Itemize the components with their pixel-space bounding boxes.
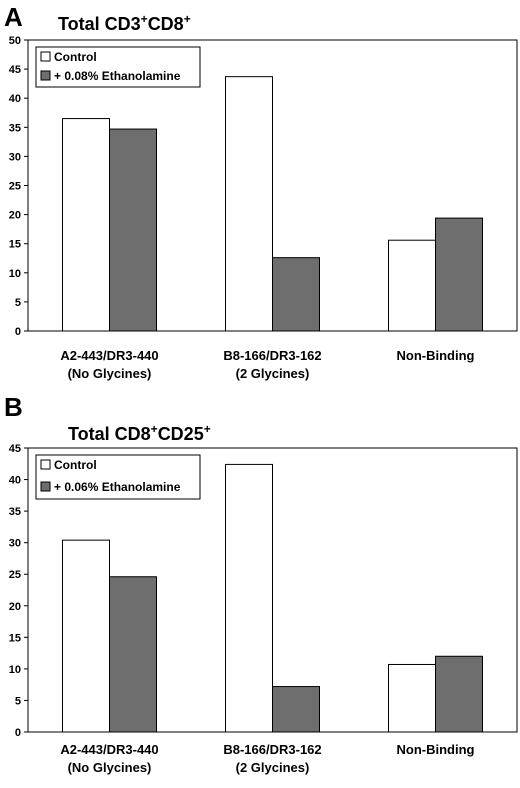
y-tick-label: 45 — [9, 64, 21, 76]
panel-letter-a: A — [4, 2, 23, 32]
bar-ethanolamine — [435, 217, 483, 332]
bars-a — [62, 76, 483, 332]
y-tick-label: 20 — [9, 601, 21, 613]
y-tick-label: 10 — [9, 268, 21, 280]
y-tick-label: 0 — [15, 326, 21, 338]
legend-swatch-ethanolamine-b — [40, 481, 51, 492]
category-label: Non-Binding — [397, 348, 475, 363]
bar-control — [225, 463, 273, 733]
category-labels-b: A2-443/DR3-440 (No Glycines) B8-166/DR3-16… — [60, 742, 474, 775]
y-axis-a: 0 5 10 15 20 25 30 35 40 45 50 — [9, 35, 28, 338]
legend-box-a — [35, 46, 201, 88]
bars-b — [62, 463, 483, 733]
y-tick-label: 15 — [9, 239, 21, 251]
y-tick-label: 50 — [9, 35, 21, 47]
y-tick-label: 35 — [9, 506, 21, 518]
y-tick-label: 5 — [15, 695, 21, 707]
bar-ethanolamine — [272, 686, 320, 733]
y-tick-label: 40 — [9, 93, 21, 105]
category-label: B8-166/DR3-162 — [223, 348, 321, 363]
y-tick-label: 40 — [9, 475, 21, 487]
bar-ethanolamine — [435, 655, 483, 733]
y-axis-b: 0 5 10 15 20 25 30 35 40 45 — [9, 443, 28, 739]
y-tick-label: 25 — [9, 569, 21, 581]
bar-control — [388, 663, 436, 733]
legend-label-control-a: Control — [54, 50, 97, 64]
legend-swatch-control-b — [40, 459, 51, 470]
category-sublabel: (2 Glycines) — [236, 366, 310, 381]
legend-label-ethanolamine-a: + 0.08% Ethanolamine — [54, 69, 181, 83]
y-tick-label: 25 — [9, 181, 21, 193]
y-tick-label: 30 — [9, 151, 21, 163]
legend-swatch-control-a — [40, 51, 51, 62]
legend-a: Control + 0.08% Ethanolamine — [35, 46, 201, 88]
y-tick-label: 45 — [9, 443, 21, 455]
bar-ethanolamine — [272, 257, 320, 332]
category-label: Non-Binding — [397, 742, 475, 757]
y-tick-label: 30 — [9, 538, 21, 550]
legend-label-ethanolamine-b: + 0.06% Ethanolamine — [54, 480, 181, 494]
bar-ethanolamine — [109, 128, 157, 332]
bar-control — [388, 239, 436, 332]
bar-control — [62, 539, 110, 733]
legend-label-control-b: Control — [54, 458, 97, 472]
legend-b: Control + 0.06% Ethanolamine — [35, 454, 201, 500]
bar-ethanolamine — [109, 576, 157, 733]
category-label: A2-443/DR3-440 — [60, 348, 158, 363]
category-label: A2-443/DR3-440 — [60, 742, 158, 757]
bar-control — [62, 118, 110, 332]
y-tick-label: 20 — [9, 210, 21, 222]
category-label: B8-166/DR3-162 — [223, 742, 321, 757]
y-tick-label: 0 — [15, 727, 21, 739]
y-tick-label: 35 — [9, 122, 21, 134]
chart-title-b: Total CD8+CD25+ — [68, 422, 211, 444]
category-sublabel: (No Glycines) — [68, 760, 152, 775]
category-sublabel: (2 Glycines) — [236, 760, 310, 775]
panel-b: B Total CD8+CD25+ 0 5 10 15 20 25 30 35 40 45 A2-… — [4, 392, 518, 775]
chart-title-a: Total CD3+CD8+ — [58, 12, 191, 34]
category-sublabel: (No Glycines) — [68, 366, 152, 381]
y-tick-label: 5 — [15, 297, 21, 309]
legend-box-b — [35, 454, 201, 500]
y-tick-label: 10 — [9, 664, 21, 676]
legend-swatch-ethanolamine-a — [40, 70, 51, 81]
category-labels-a: A2-443/DR3-440 (No Glycines) B8-166/DR3-16… — [60, 348, 474, 381]
y-tick-label: 15 — [9, 632, 21, 644]
panel-letter-b: B — [4, 392, 23, 422]
bar-control — [225, 76, 273, 332]
panel-a: A Total CD3+CD8+ 0 5 10 15 20 25 30 35 40 45 50 A2… — [4, 2, 518, 381]
